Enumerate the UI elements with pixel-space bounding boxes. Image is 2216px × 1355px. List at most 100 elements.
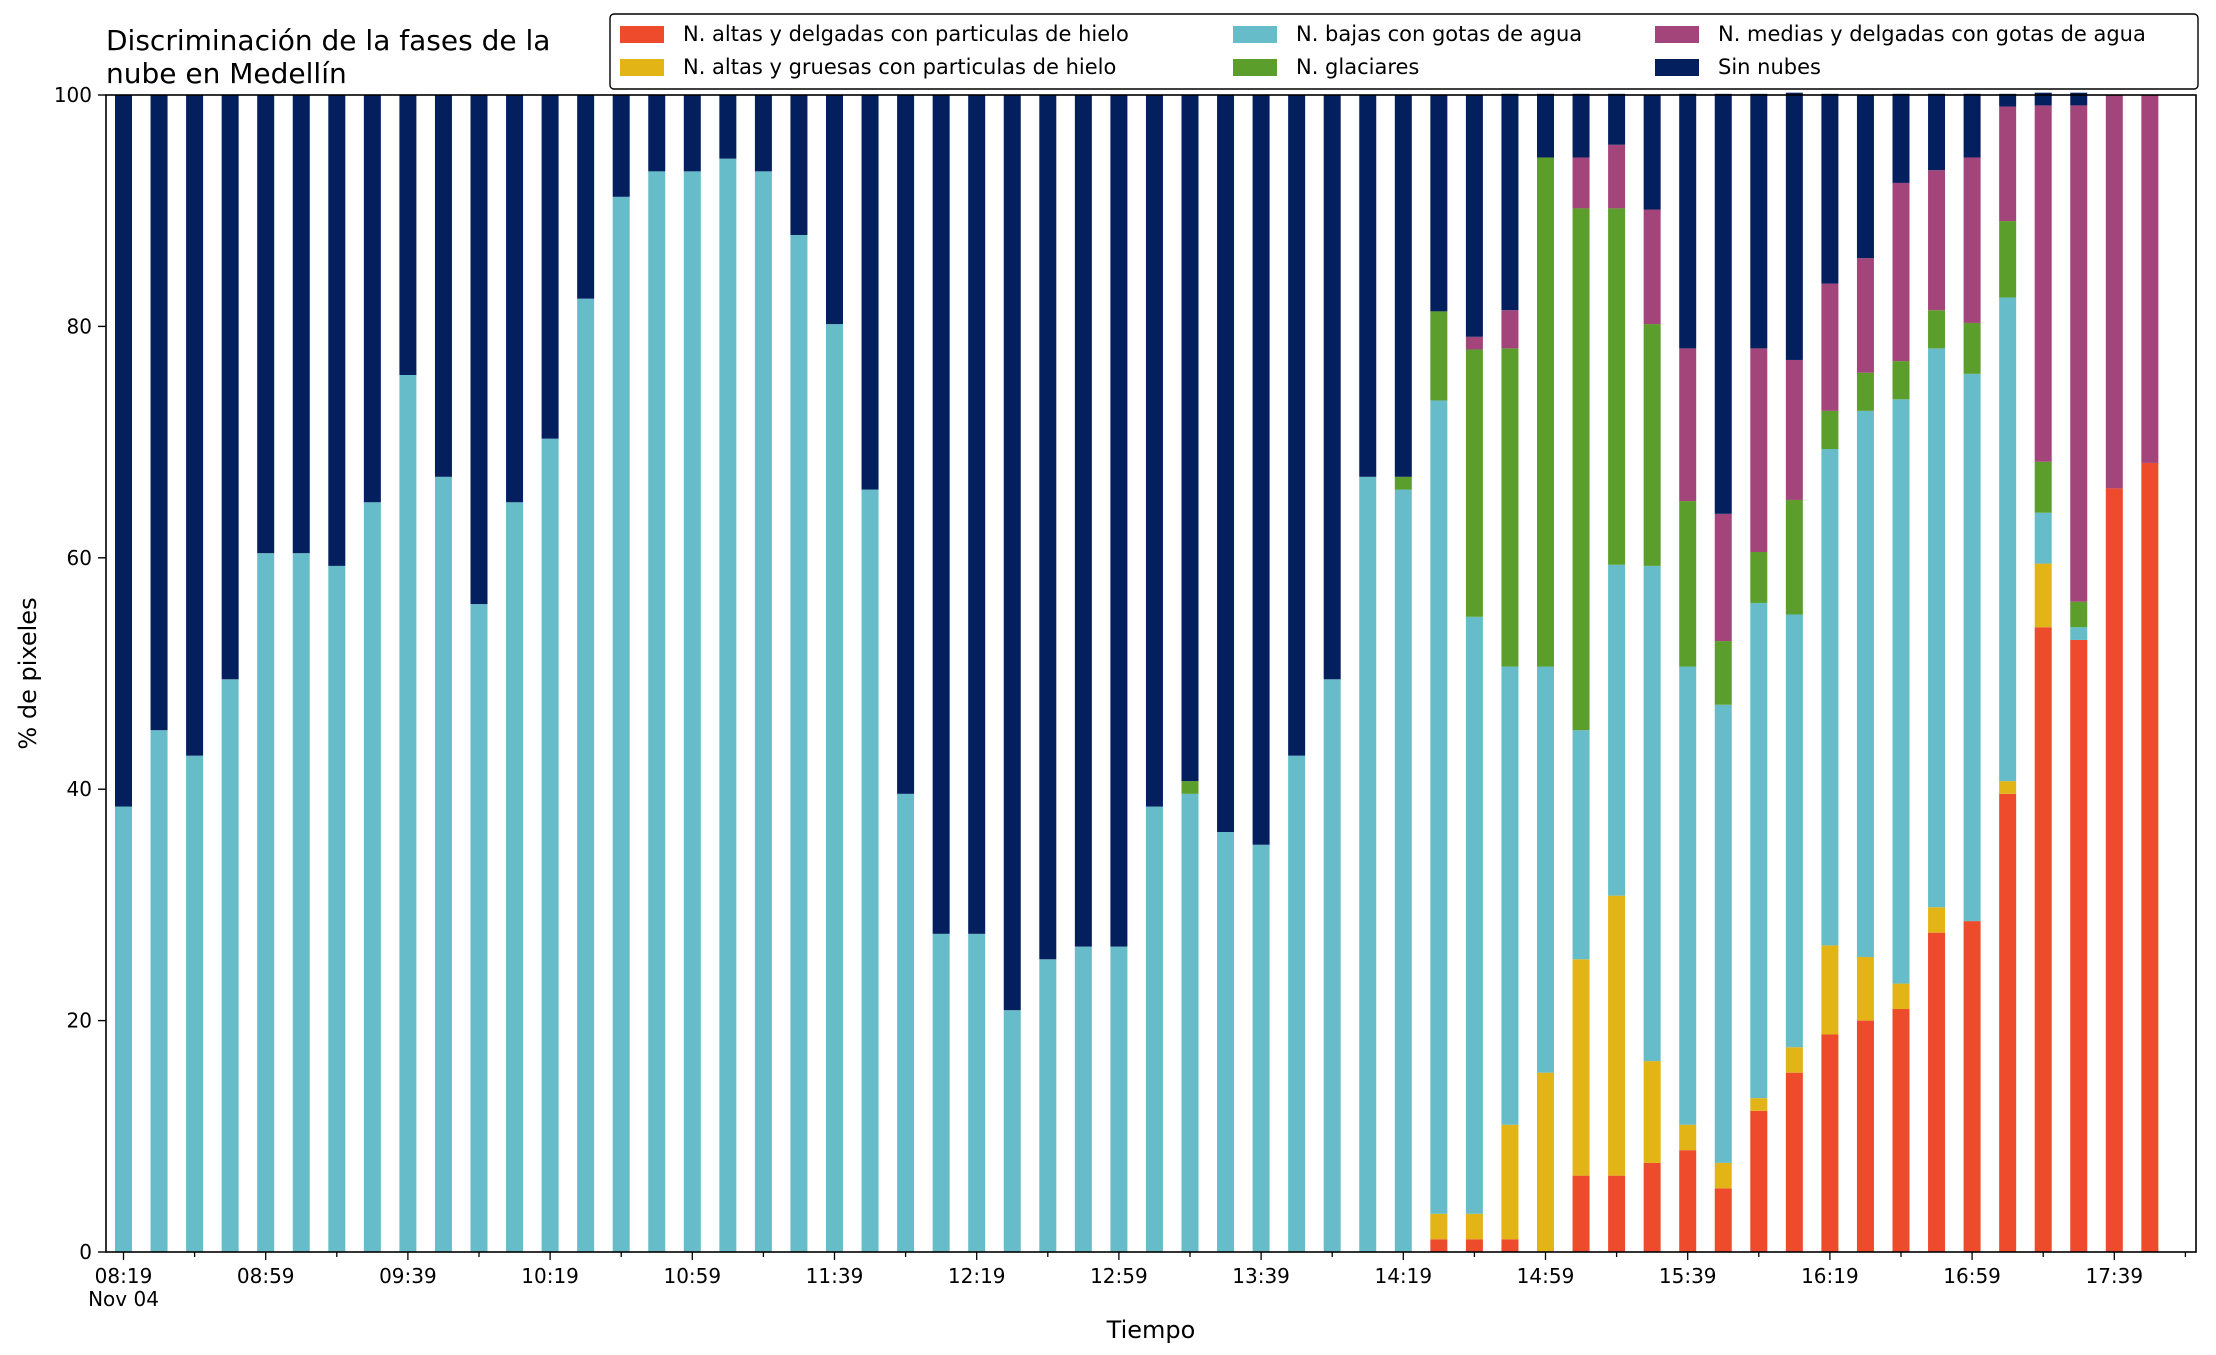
- bar-segment-1-51: [1928, 907, 1946, 933]
- bar-segment-3-53: [1999, 221, 2017, 298]
- bar-segment-2-1: [150, 730, 168, 1252]
- bar-segment-5-11: [506, 95, 524, 503]
- bar-segment-4-43: [1643, 209, 1661, 325]
- bar-segment-4-41: [1572, 157, 1590, 209]
- bar-segment-5-53: [1999, 93, 2017, 107]
- bar-segment-5-44: [1679, 93, 1697, 349]
- bar-segment-5-41: [1572, 93, 1590, 158]
- bar-segment-2-25: [1003, 1010, 1021, 1252]
- bar-segment-5-38: [1465, 95, 1483, 337]
- bar-segment-5-46: [1750, 93, 1768, 349]
- bar-segment-5-14: [612, 95, 630, 197]
- bar-segment-4-46: [1750, 348, 1768, 553]
- bar-segment-2-38: [1465, 616, 1483, 1214]
- bar-segment-5-50: [1892, 93, 1910, 183]
- bar-segment-5-40: [1537, 93, 1554, 158]
- bar-segment-1-50: [1892, 983, 1910, 1010]
- bar-segment-2-2: [186, 755, 204, 1252]
- bar-segment-3-51: [1928, 310, 1946, 349]
- bar-segment-2-18: [754, 171, 772, 1253]
- bar-segment-0-54: [2034, 627, 2052, 1252]
- bar-segment-0-49: [1856, 1020, 1874, 1252]
- bar-segment-2-47: [1785, 614, 1803, 1048]
- bar-segment-5-2: [186, 95, 204, 756]
- bar-segment-3-48: [1821, 410, 1839, 450]
- bar-segment-2-52: [1963, 373, 1981, 922]
- x-tick-label: 08:59: [237, 1264, 295, 1288]
- bar-segment-2-15: [648, 171, 666, 1253]
- bar-segment-1-40: [1537, 1072, 1554, 1252]
- x-tick-label: 08:19 Nov 04: [88, 1264, 159, 1311]
- bar-segment-5-37: [1430, 95, 1448, 312]
- bar-segment-5-39: [1501, 93, 1519, 311]
- bar-segment-0-52: [1963, 921, 1981, 1252]
- bar-segment-4-45: [1714, 513, 1732, 642]
- bar-segment-4-56: [2105, 95, 2123, 489]
- bar-segment-2-36: [1394, 489, 1412, 1252]
- bar-segment-2-44: [1679, 666, 1697, 1125]
- bar-segment-1-45: [1714, 1162, 1732, 1189]
- bar-segment-2-13: [577, 298, 595, 1252]
- legend: N. altas y delgadas con particulas de hi…: [609, 13, 2199, 90]
- bar-segment-5-26: [1039, 95, 1057, 960]
- bar-segment-0-53: [1999, 793, 2017, 1252]
- x-axis: 08:19 Nov 04 08:59 09:39 10:19 10:59 11:39 12:1…: [88, 1252, 2187, 1311]
- bar-segment-2-12: [541, 438, 559, 1252]
- legend-swatch: [1233, 26, 1277, 43]
- legend-frame: [609, 13, 2199, 90]
- bar-segment-0-38: [1465, 1239, 1483, 1252]
- bar-segment-2-40: [1537, 666, 1554, 1073]
- bar-segment-4-51: [1928, 170, 1946, 311]
- bar-segment-0-42: [1608, 1175, 1626, 1252]
- bar-segment-0-48: [1821, 1034, 1839, 1252]
- bar-segment-4-54: [2034, 105, 2052, 462]
- bar-segment-3-40: [1537, 157, 1554, 667]
- bar-segment-5-10: [470, 95, 488, 605]
- legend-swatch: [1655, 59, 1699, 76]
- bar-segment-5-36: [1394, 95, 1412, 477]
- bar-segment-2-10: [470, 604, 488, 1252]
- bar-segment-5-25: [1003, 95, 1021, 1011]
- bar-segment-0-46: [1750, 1110, 1768, 1252]
- x-tick-label: 17:39: [2085, 1264, 2143, 1288]
- bar-segment-1-53: [1999, 781, 2017, 794]
- bar-segment-5-16: [683, 95, 701, 172]
- y-tick-label: 100: [54, 83, 92, 107]
- bar-segment-5-43: [1643, 95, 1661, 210]
- bar-segment-5-4: [257, 95, 275, 554]
- bar-segment-3-52: [1963, 322, 1981, 374]
- bar-segment-5-9: [434, 95, 452, 477]
- bar-segment-2-22: [897, 793, 915, 1252]
- bar-segment-5-49: [1856, 95, 1874, 259]
- legend-entry-label: N. altas y gruesas con particulas de hie…: [683, 55, 1116, 79]
- y-axis-label: % de pixeles: [14, 597, 42, 749]
- bar-segment-5-7: [363, 95, 381, 503]
- legend-entry-label: N. medias y delgadas con gotas de agua: [1718, 22, 2146, 46]
- bar-segment-2-32: [1252, 844, 1270, 1252]
- bar-segment-2-41: [1572, 730, 1590, 960]
- bar-segment-5-8: [399, 95, 417, 375]
- bar-segment-5-33: [1288, 95, 1306, 756]
- bar-segment-3-36: [1394, 476, 1412, 490]
- bar-segment-2-34: [1323, 679, 1341, 1252]
- bar-segment-1-41: [1572, 959, 1590, 1176]
- bar-segment-2-11: [506, 502, 524, 1252]
- bar-segment-3-44: [1679, 501, 1697, 667]
- bar-segment-3-45: [1714, 641, 1732, 705]
- bar-segment-3-55: [2070, 601, 2088, 628]
- bar-segment-2-48: [1821, 449, 1839, 946]
- bar-segment-0-43: [1643, 1162, 1661, 1252]
- bar-segment-3-41: [1572, 208, 1590, 731]
- legend-entry-label: N. glaciares: [1296, 55, 1419, 79]
- bar-segment-2-28: [1110, 946, 1128, 1252]
- bar-segment-1-48: [1821, 945, 1839, 1035]
- bar-segment-3-49: [1856, 372, 1874, 411]
- x-tick-label: 16:59: [1943, 1264, 2001, 1288]
- bar-segment-2-31: [1217, 832, 1235, 1252]
- bar-segment-5-15: [648, 95, 666, 172]
- bar-segment-2-29: [1145, 806, 1163, 1252]
- bar-segment-4-53: [1999, 106, 2017, 222]
- legend-entry-label: Sin nubes: [1718, 55, 1821, 79]
- bar-segment-2-35: [1359, 476, 1377, 1252]
